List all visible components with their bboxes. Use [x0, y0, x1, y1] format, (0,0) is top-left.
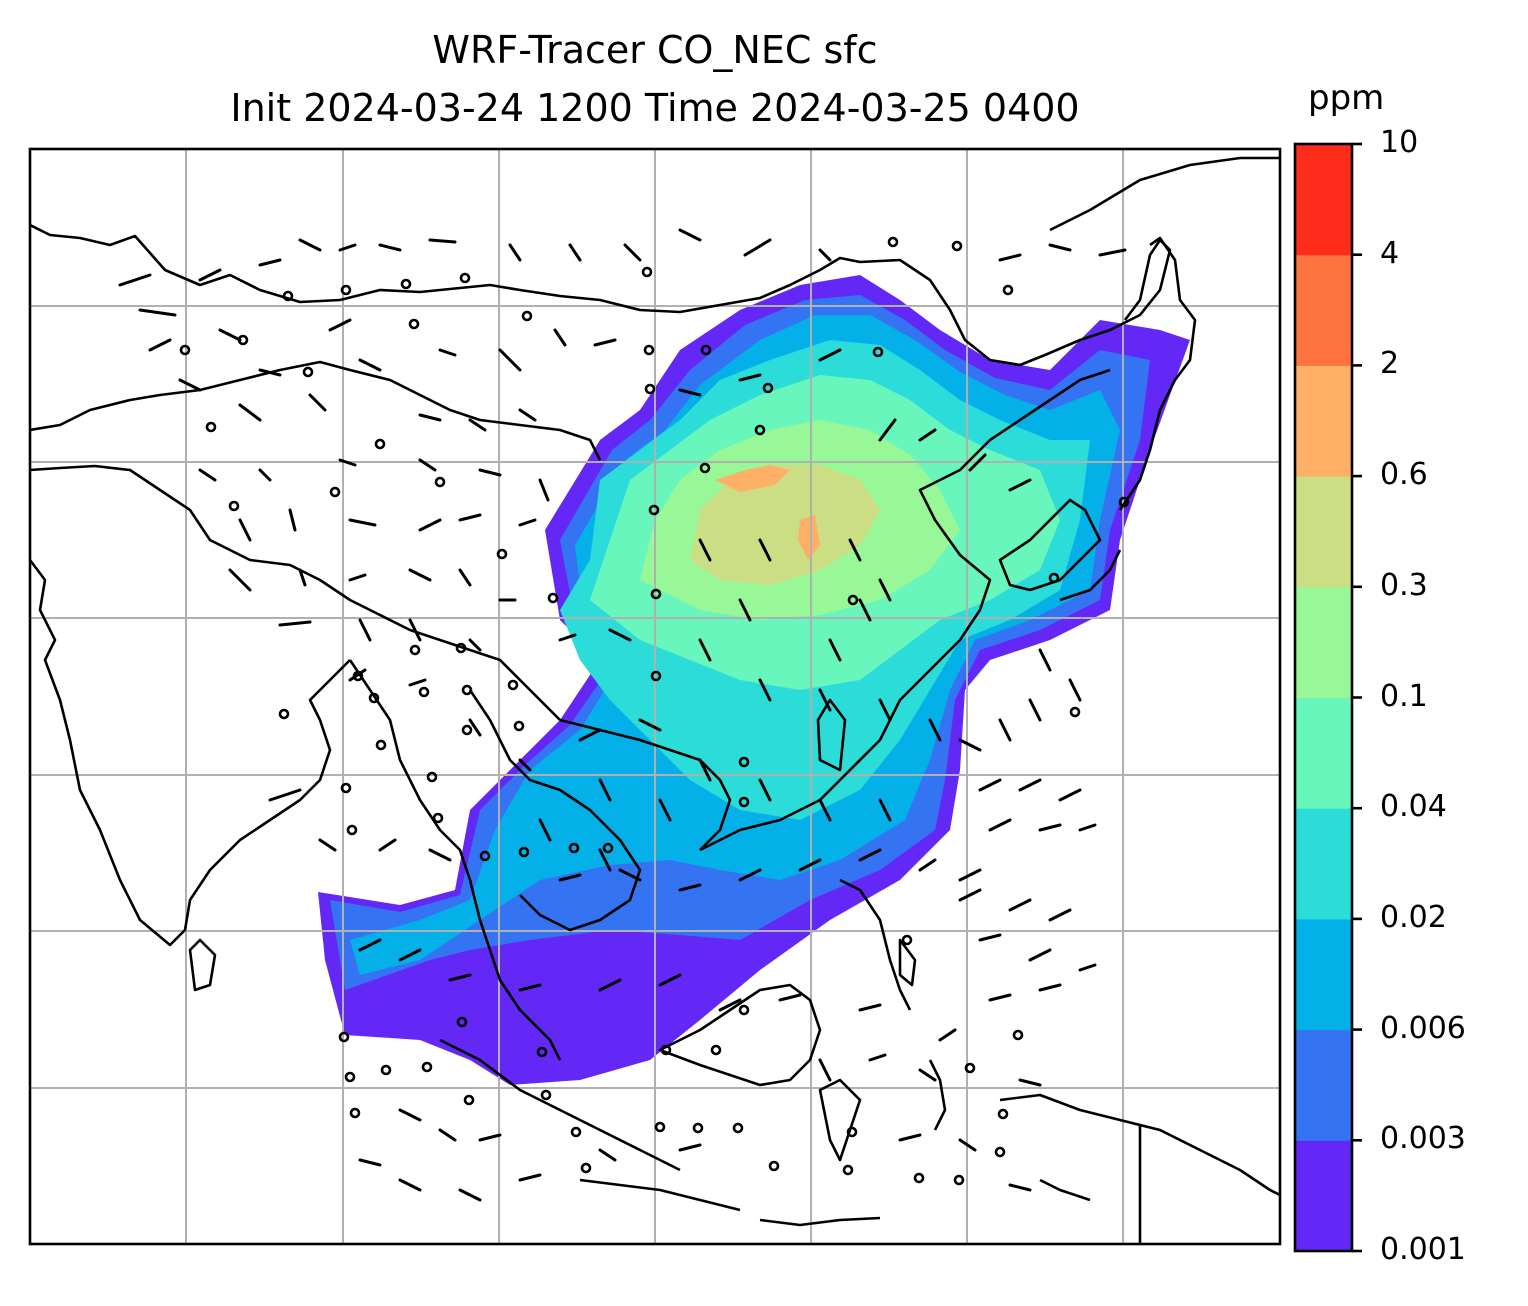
colorbar-tick-label: 10 [1380, 125, 1419, 160]
colorbar-band [1295, 476, 1352, 588]
chart-title-line-1: WRF-Tracer CO_NEC sfc [432, 28, 878, 72]
colorbar-tick-label: 0.02 [1380, 899, 1447, 935]
colorbar-band [1295, 254, 1352, 366]
chart-title-line-2: Init 2024-03-24 1200 Time 2024-03-25 040… [230, 86, 1080, 130]
colorbar-band [1295, 697, 1352, 809]
calm-wind-markers [179, 236, 1130, 1186]
tracer-concentration-field [318, 275, 1190, 1085]
colorbar-unit-label: ppm [1308, 78, 1385, 118]
colorbar-bands [1295, 144, 1352, 1252]
colorbar-band [1295, 1029, 1352, 1141]
colorbar-band [1295, 144, 1352, 256]
colorbar-band [1295, 918, 1352, 1031]
colorbar-tick-label: 0.003 [1380, 1121, 1466, 1157]
colorbar-tick-label: 2 [1380, 346, 1400, 382]
colorbar-tick-label: 0.1 [1380, 678, 1428, 714]
tracer-band-0.6 [715, 465, 790, 492]
colorbar-tick-label: 4 [1380, 235, 1400, 271]
colorbar-band [1295, 1140, 1352, 1252]
tracer-band-0.6-b [798, 515, 820, 560]
map-frame [28, 147, 1282, 1246]
colorbar-band [1295, 365, 1352, 477]
colorbar-band [1295, 586, 1352, 698]
colorbar-tick-label: 0.3 [1380, 567, 1428, 603]
colorbar-tick-label: 0.6 [1380, 457, 1428, 493]
colorbar-tick-label: 0.04 [1380, 789, 1447, 825]
colorbar-tick-label: 0.001 [1380, 1232, 1466, 1267]
colorbar-ticks [1352, 142, 1362, 1253]
wind-barbs [118, 228, 1127, 1202]
map-gridlines [30, 149, 1280, 1244]
tracer-band-0.3 [690, 465, 880, 585]
colorbar [1293, 142, 1362, 1253]
colorbar-band [1295, 808, 1352, 920]
colorbar-tick-label: 0.006 [1380, 1010, 1466, 1046]
